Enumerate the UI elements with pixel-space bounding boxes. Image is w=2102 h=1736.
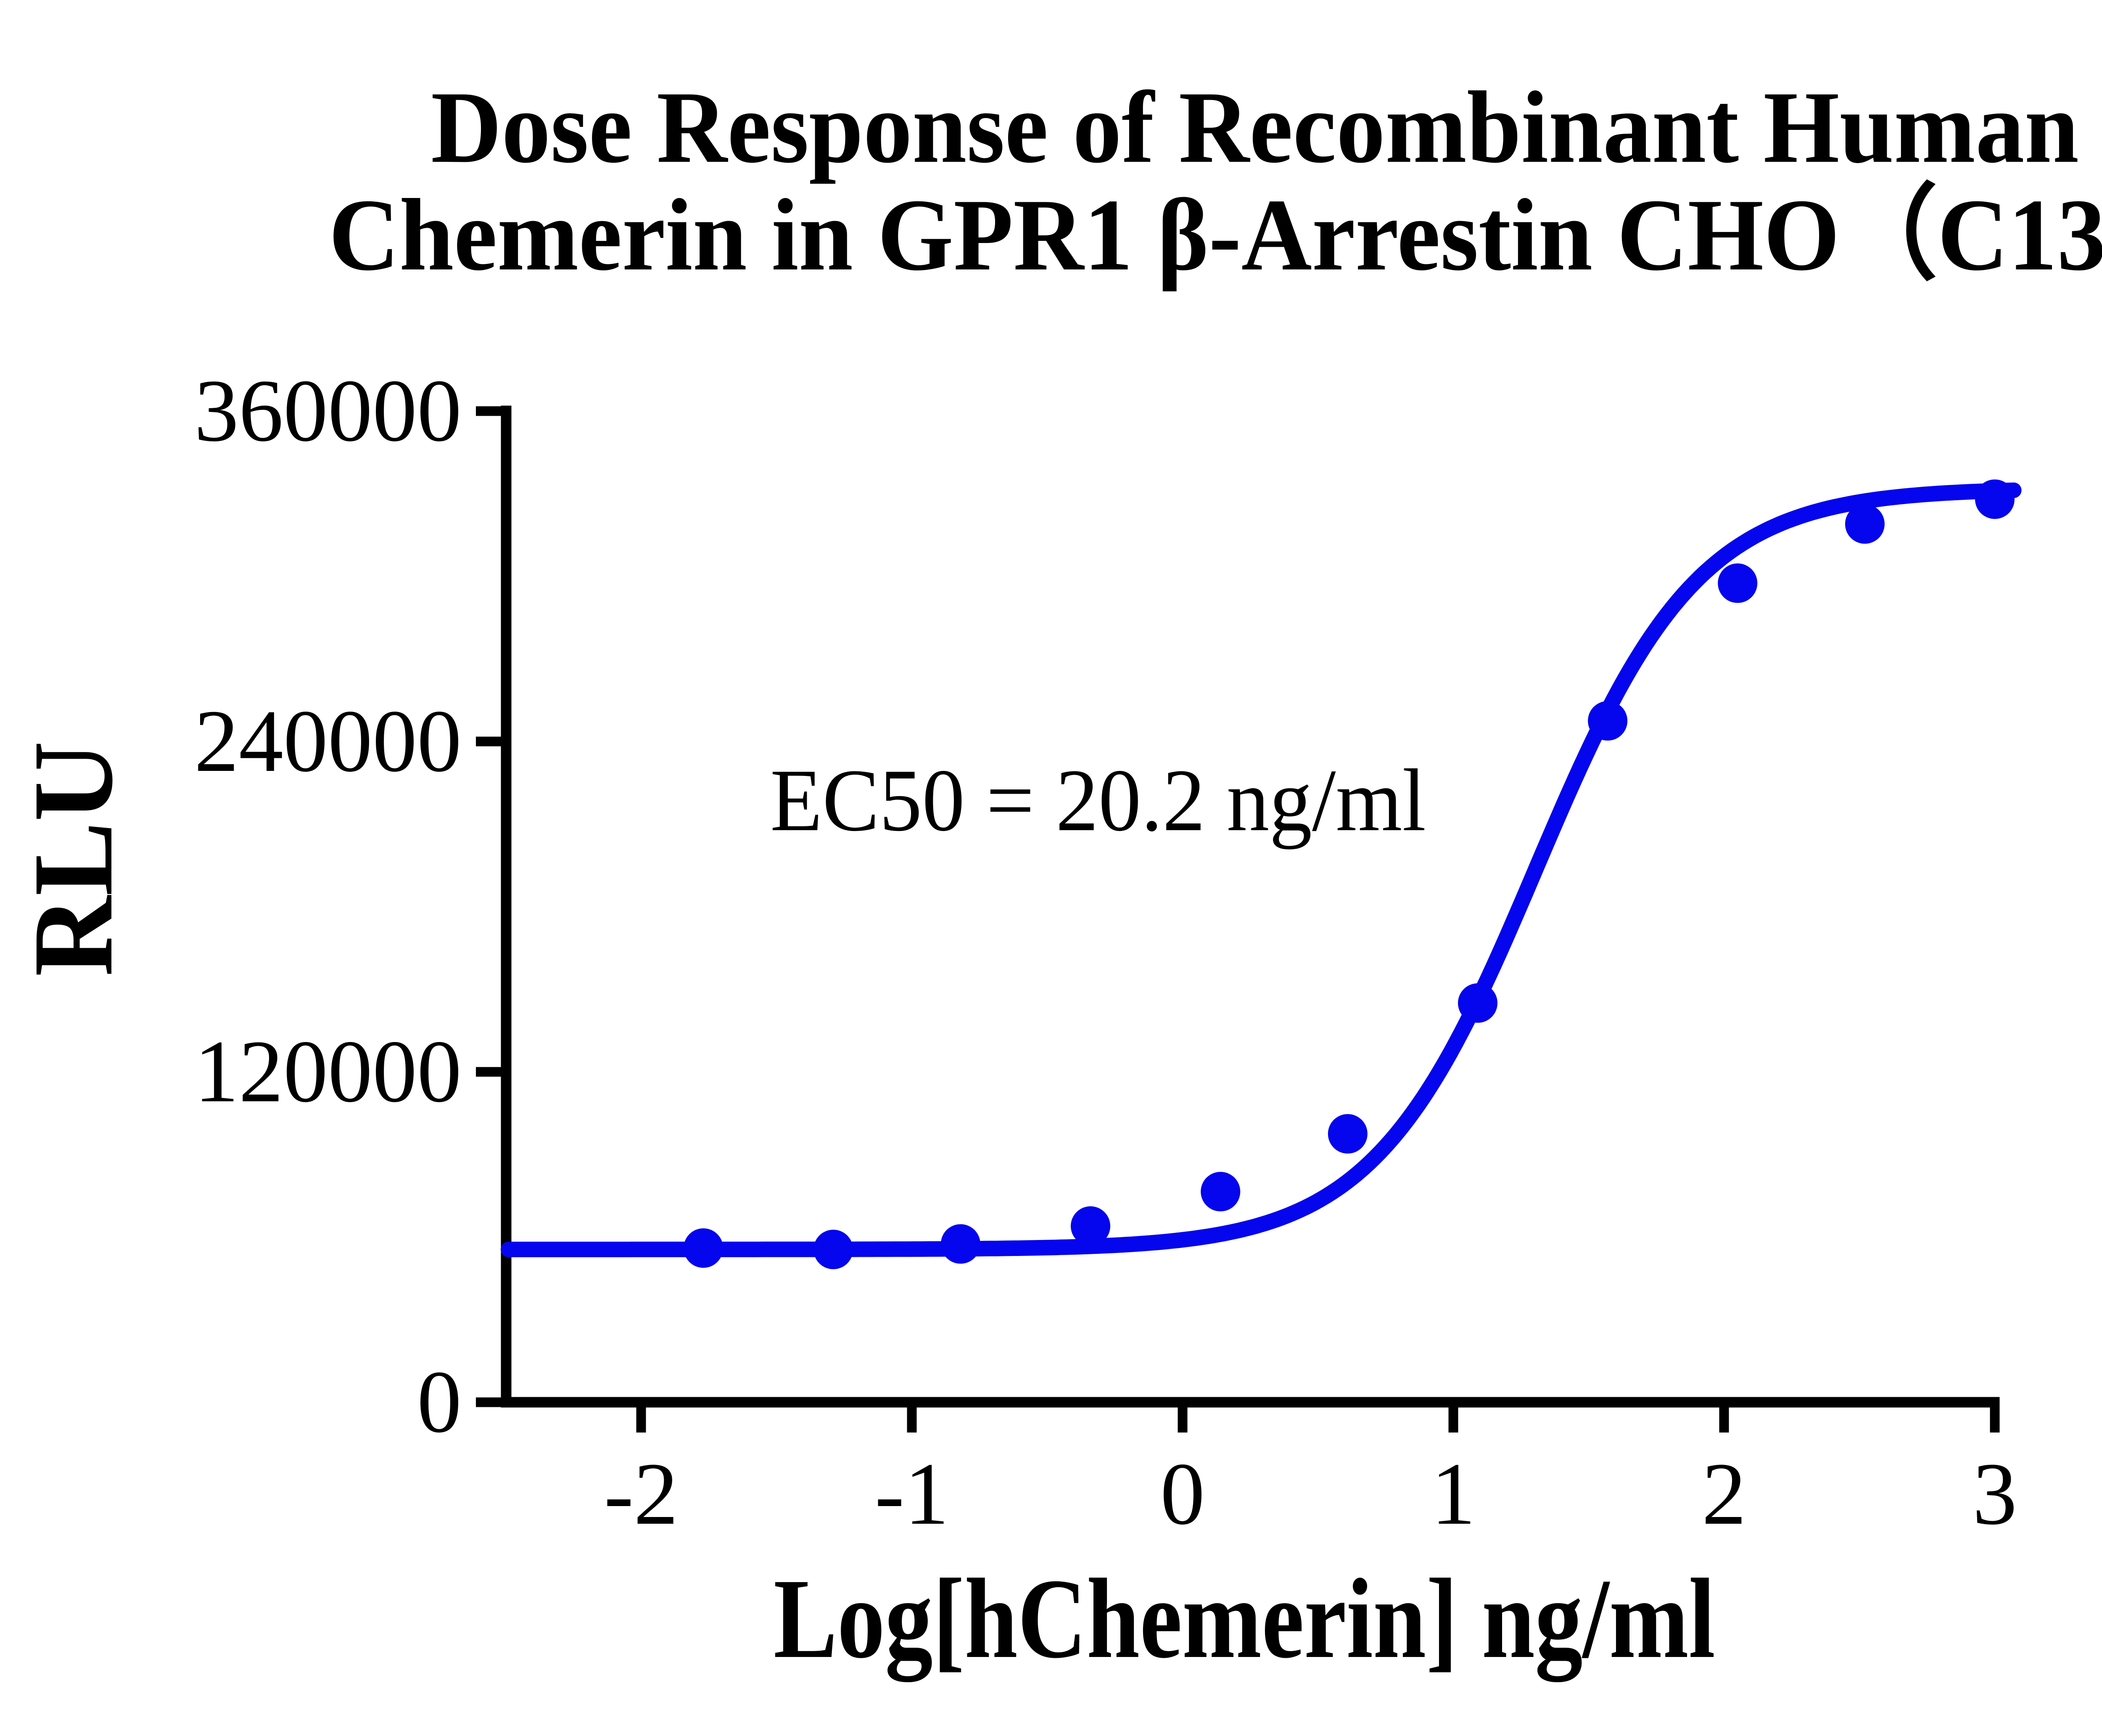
data-point: [1071, 1206, 1110, 1246]
x-tick-label: -1: [875, 1444, 949, 1543]
x-tick-label: -2: [604, 1444, 679, 1543]
x-axis-title: Log[hChemerin] ng/ml: [774, 1555, 1715, 1684]
data-point: [813, 1229, 853, 1269]
y-tick-label: 120000: [194, 1022, 462, 1121]
fit-curve: [500, 482, 2022, 1257]
chart-title-line2: Chemerin in GPR1 β-Arrestin CHO（C13）: [329, 178, 2102, 292]
x-axis-ticks: [636, 1406, 2000, 1433]
y-axis-title: RLU: [10, 741, 136, 976]
data-point: [1328, 1114, 1368, 1154]
ec50-annotation: EC50 = 20.2 ng/ml: [770, 751, 1426, 850]
y-axis-ticks: [476, 406, 503, 1407]
data-points-group: [684, 479, 2015, 1269]
data-point: [1201, 1171, 1241, 1211]
y-axis-tick-labels: 360000 240000 120000 0: [194, 361, 462, 1451]
data-point: [1975, 479, 2015, 519]
data-point: [1458, 983, 1497, 1023]
y-tick-label: 360000: [194, 361, 462, 460]
data-point: [1718, 563, 1758, 603]
x-tick-label: 2: [1702, 1444, 1746, 1543]
data-point: [1588, 701, 1628, 741]
x-axis-tick-labels: -2 -1 0 1 2 3: [604, 1444, 2017, 1543]
data-point: [940, 1224, 980, 1264]
y-tick-label: 0: [417, 1352, 462, 1451]
x-tick-label: 1: [1431, 1444, 1476, 1543]
x-tick-label: 3: [1973, 1444, 2017, 1543]
data-point: [1845, 504, 1885, 544]
chart-title-line1: Dose Response of Recombinant Human: [431, 70, 2079, 184]
y-tick-label: 240000: [194, 691, 462, 790]
data-point: [684, 1228, 724, 1268]
x-tick-label: 0: [1160, 1444, 1205, 1543]
